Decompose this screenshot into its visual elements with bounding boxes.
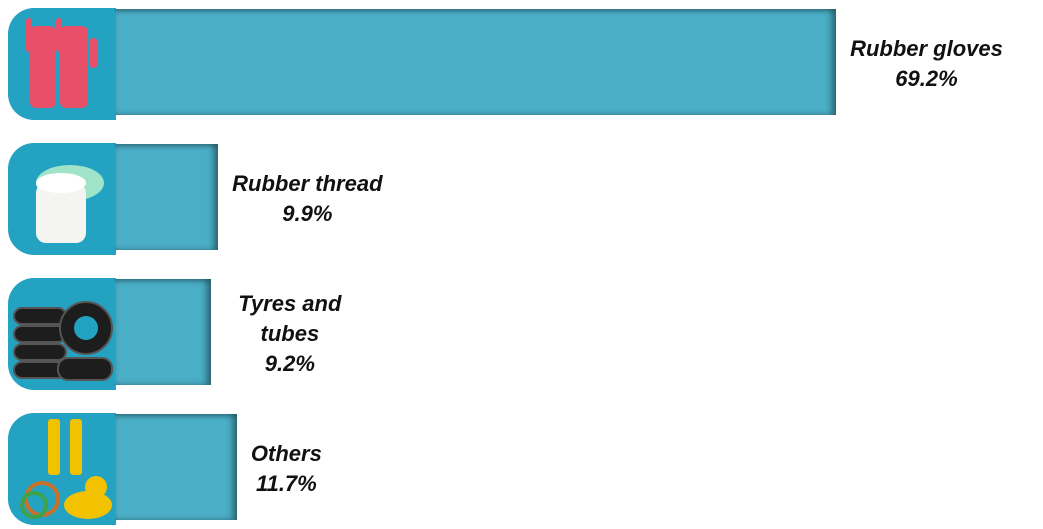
value-label: 9.9% [282, 199, 332, 229]
category-label: Rubber gloves [850, 34, 1003, 64]
category-label: Rubber thread [232, 169, 382, 199]
icon-thread [8, 143, 116, 255]
icon-others [8, 413, 116, 525]
icon-gloves [8, 8, 116, 120]
bar [115, 279, 211, 385]
value-label: 69.2% [895, 64, 957, 94]
category-label: Others [251, 439, 322, 469]
bar [115, 414, 237, 520]
bar [115, 144, 218, 250]
icon-tyres [8, 278, 116, 390]
page: {"chart_data": {"type": "bar", "orientat… [0, 0, 1043, 529]
value-label: 9.2% [265, 349, 315, 379]
bar [115, 9, 836, 115]
value-label: 11.7% [256, 469, 317, 499]
category-label: Tyres and tubes [225, 289, 355, 349]
